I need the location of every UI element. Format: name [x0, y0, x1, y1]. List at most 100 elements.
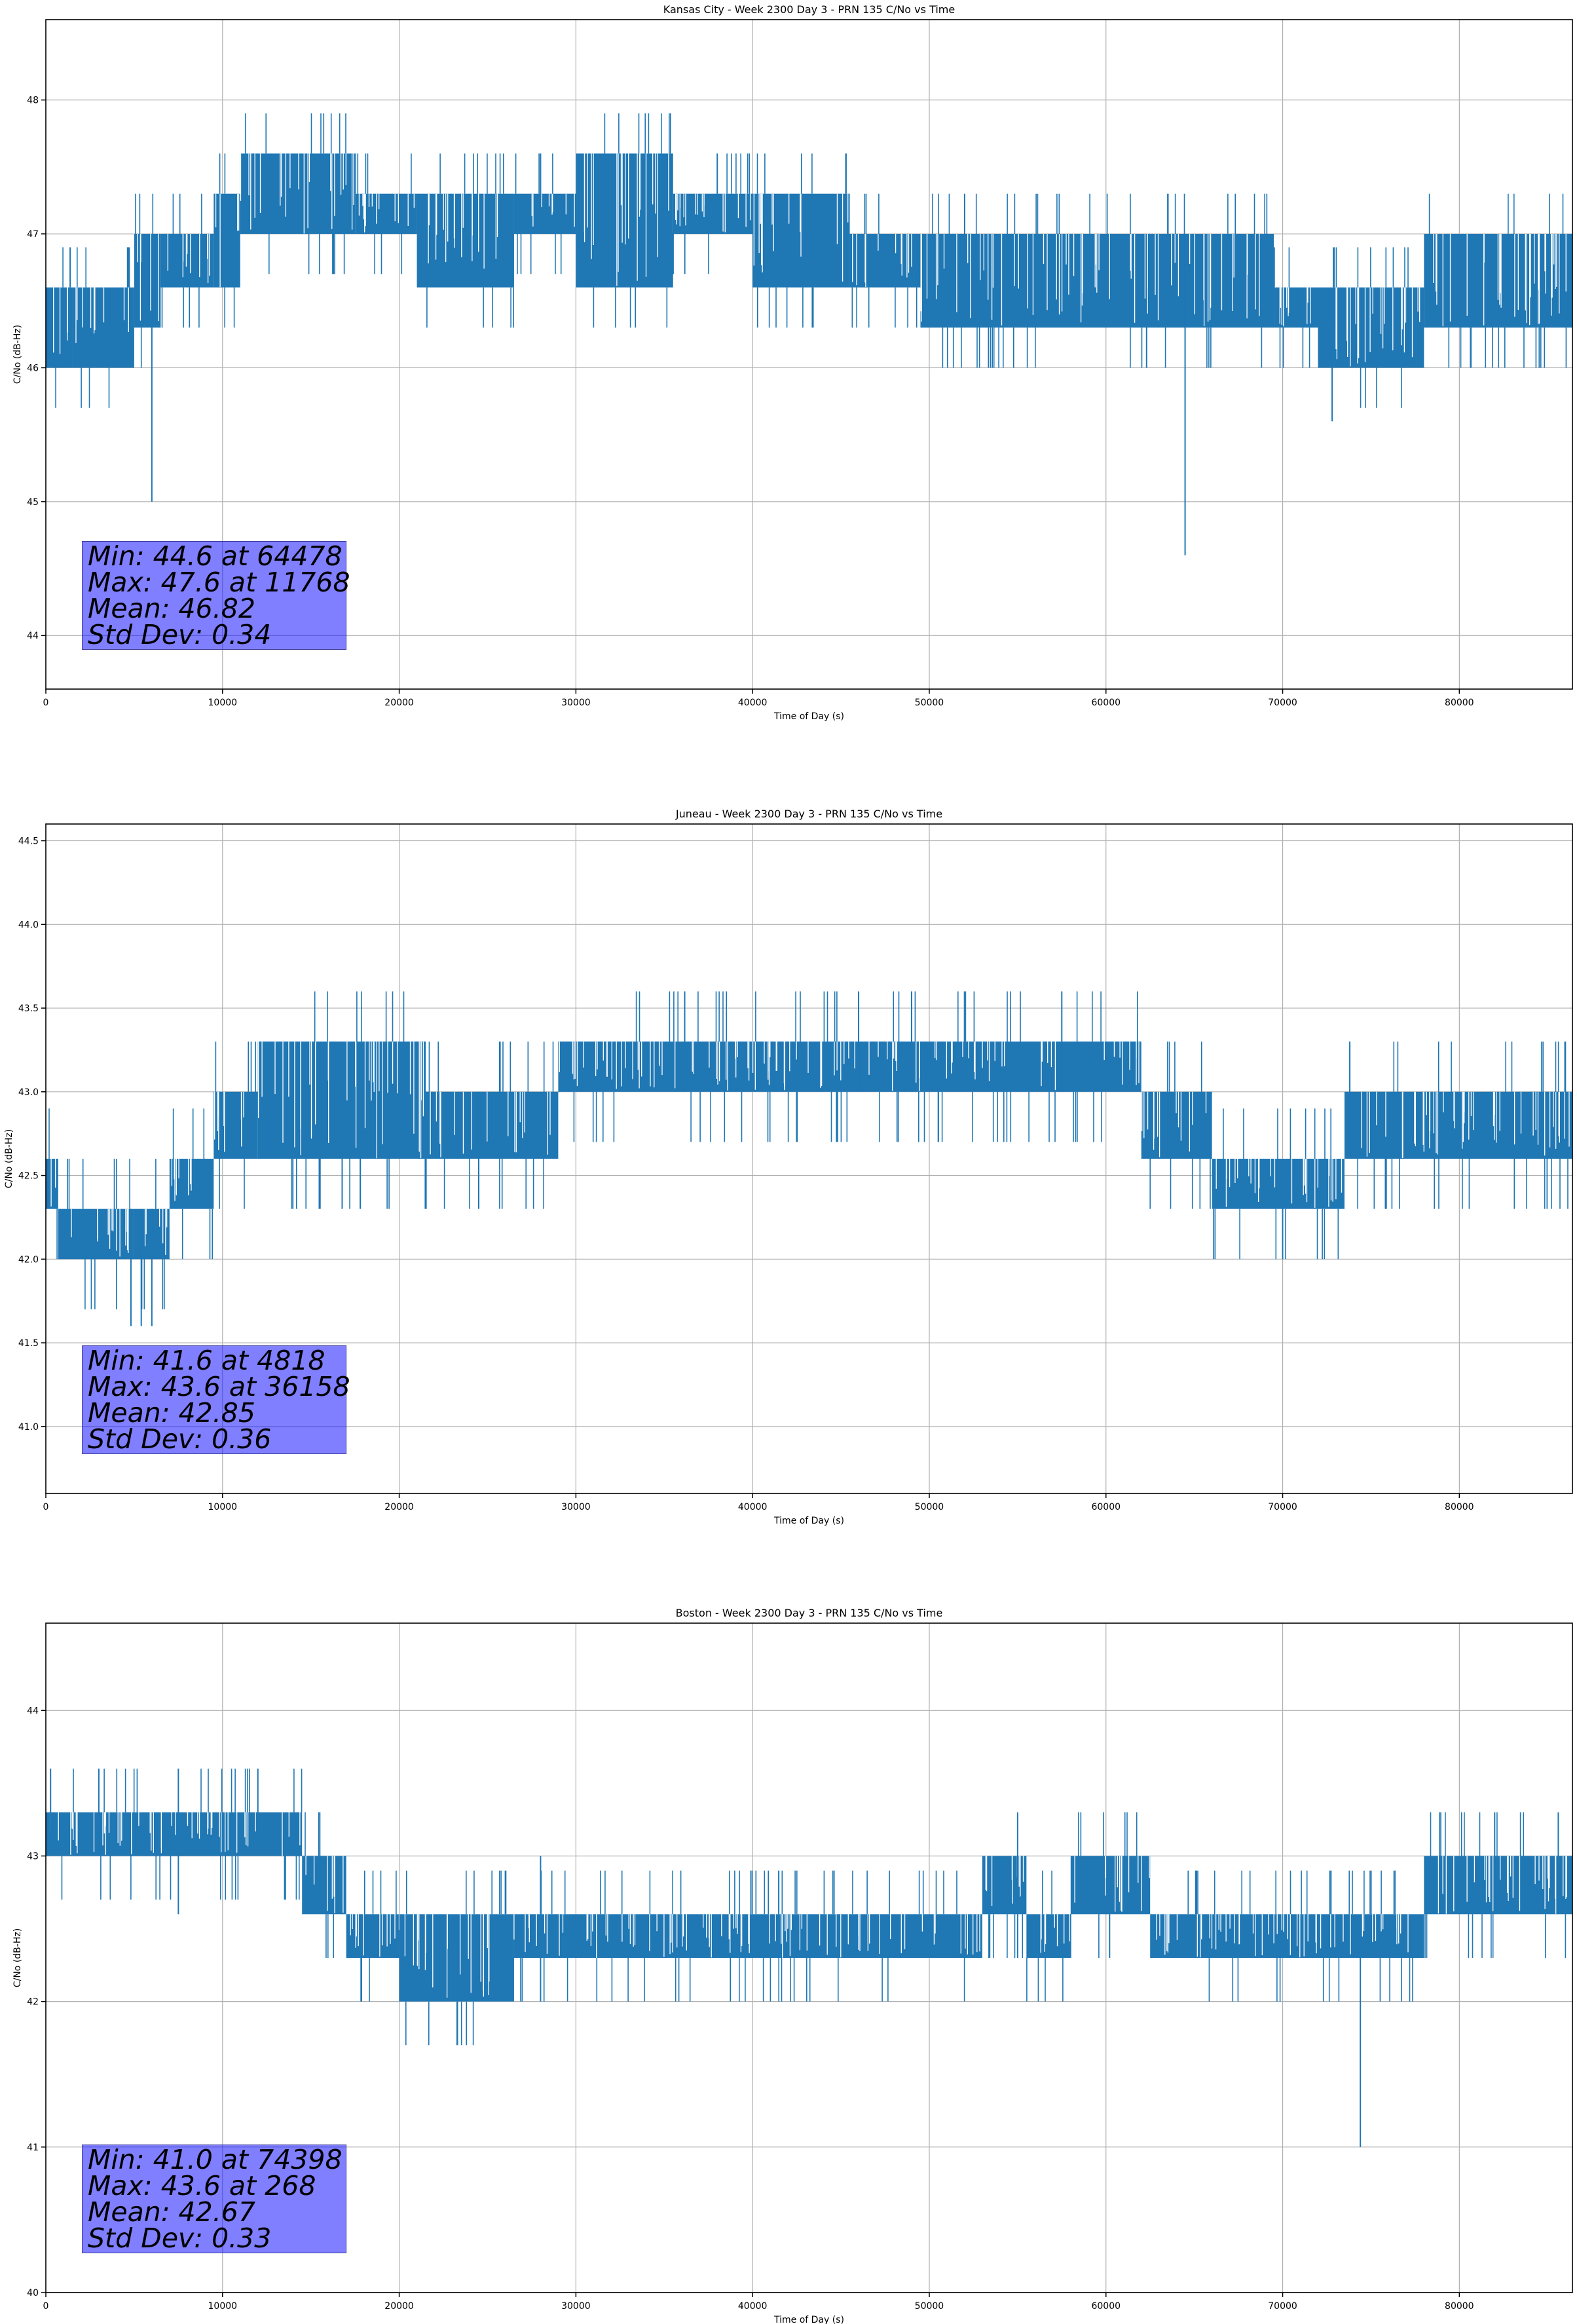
chart-title: Boston - Week 2300 Day 3 - PRN 135 C/No … — [676, 1607, 943, 1619]
series-excursions — [161, 193, 202, 328]
y-axis-label: C/No (dB-Hz) — [12, 1928, 23, 1987]
series-band — [1070, 1856, 1151, 1915]
series-gaps — [305, 1856, 344, 1913]
series-excursions — [1026, 1870, 1064, 2002]
series-gaps — [852, 234, 912, 287]
series-band — [72, 287, 134, 368]
series-gaps — [1335, 287, 1420, 367]
chart-title: Kansas City - Week 2300 Day 3 - PRN 135 … — [663, 3, 955, 16]
series-excursions — [515, 153, 562, 274]
y-tick-label: 43 — [27, 1851, 39, 1862]
series-excursions — [573, 991, 1138, 1142]
series-excursions — [215, 1041, 256, 1209]
series-gaps — [215, 193, 240, 288]
series-excursions — [67, 1159, 130, 1309]
series-excursions — [426, 1041, 554, 1209]
series-gaps — [430, 1091, 551, 1157]
series-excursions — [1333, 247, 1409, 408]
series-band — [673, 193, 753, 234]
x-tick-label: 40000 — [738, 698, 768, 708]
series-band — [58, 1209, 134, 1260]
y-tick-label: 46 — [27, 363, 39, 373]
series-excursions — [593, 113, 671, 328]
series-gaps — [71, 1209, 129, 1257]
y-tick-label: 42.0 — [18, 1254, 39, 1265]
series-band — [213, 1091, 258, 1159]
series-band — [240, 153, 356, 234]
series-band — [513, 193, 576, 234]
x-tick-label: 40000 — [738, 1502, 768, 1512]
stats-line: Min: 41.6 at 4818 — [88, 1345, 325, 1376]
y-tick-label: 41 — [27, 2143, 39, 2153]
series-gaps — [350, 1914, 400, 1957]
series-gaps — [1279, 287, 1311, 327]
x-tick-label: 30000 — [561, 1502, 591, 1512]
series-excursions — [1357, 1041, 1568, 1209]
y-axis-label: C/No (dB-Hz) — [4, 1129, 14, 1188]
x-tick-label: 50000 — [915, 698, 944, 708]
series-excursions — [673, 153, 751, 274]
series-cno — [46, 991, 1572, 1326]
series-excursions — [48, 1108, 58, 1260]
series-excursions — [55, 247, 71, 408]
series-excursions — [355, 153, 412, 274]
x-tick-label: 10000 — [208, 698, 238, 708]
series-band — [134, 234, 161, 328]
series-gaps — [1438, 1856, 1567, 1914]
x-tick-label: 70000 — [1268, 698, 1297, 708]
x-tick-label: 50000 — [915, 2301, 944, 2312]
series-gaps — [531, 193, 575, 227]
x-tick-label: 30000 — [561, 2301, 591, 2312]
x-tick-label: 0 — [43, 698, 49, 708]
series-gaps — [358, 193, 415, 233]
y-tick-label: 45 — [27, 497, 39, 508]
stats-line: Max: 47.6 at 11768 — [88, 567, 350, 598]
stats-line: Mean: 42.67 — [88, 2196, 255, 2228]
series-excursions — [305, 1812, 334, 1958]
y-tick-label: 44 — [27, 1706, 39, 1716]
x-tick-label: 0 — [43, 1502, 49, 1512]
stats-box: Min: 41.0 at 74398 Max: 43.6 at 268 Mean: … — [82, 2145, 346, 2253]
series-excursions — [426, 153, 514, 328]
series-excursions — [405, 1870, 507, 2046]
series-gaps — [144, 1209, 168, 1255]
stats-line: Mean: 46.82 — [88, 593, 255, 624]
series-gaps — [404, 1914, 490, 1998]
x-axis-label: Time of Day (s) — [773, 711, 844, 722]
series-gaps — [257, 1041, 424, 1159]
series-gaps — [167, 234, 210, 284]
series-excursions — [77, 247, 130, 408]
x-tick-label: 70000 — [1268, 1502, 1297, 1512]
y-tick-label: 48 — [27, 96, 39, 106]
series-excursions — [1274, 247, 1310, 368]
stats-line: Max: 43.6 at 268 — [88, 2170, 316, 2202]
y-tick-label: 42 — [27, 1997, 39, 2008]
y-tick-label: 40 — [27, 2288, 39, 2298]
series-excursions — [1187, 1870, 1413, 2002]
series-excursions — [1428, 193, 1567, 368]
x-tick-label: 10000 — [208, 2301, 238, 2312]
series-gaps — [214, 1091, 244, 1152]
x-tick-label: 80000 — [1445, 1502, 1474, 1512]
y-tick-label: 43.0 — [18, 1087, 39, 1098]
series-gaps — [584, 153, 669, 286]
series-excursions — [291, 991, 426, 1209]
x-tick-label: 70000 — [1268, 2301, 1297, 2312]
x-tick-label: 20000 — [384, 698, 414, 708]
series-band — [1026, 1914, 1071, 1958]
y-tick-label: 42.5 — [18, 1171, 39, 1182]
stats-box: Min: 41.6 at 4818 Max: 43.6 at 36158 Mean:… — [82, 1345, 350, 1454]
series-excursions — [932, 193, 1268, 368]
series-cno — [46, 1769, 1572, 2147]
series-gaps — [513, 1914, 980, 1958]
series-gaps — [753, 193, 849, 282]
series-gaps — [1074, 1856, 1150, 1912]
x-tick-label: 60000 — [1091, 698, 1121, 708]
series-band — [257, 1041, 426, 1159]
chart-1: 0 10000 20000 30000 40000 50000 60000 70000 8000… — [4, 808, 1573, 1526]
plot-frame — [45, 19, 1573, 690]
y-tick-label: 41.5 — [18, 1338, 39, 1349]
series-gaps — [240, 153, 354, 234]
series-excursions — [756, 153, 847, 328]
series-band — [576, 153, 673, 288]
